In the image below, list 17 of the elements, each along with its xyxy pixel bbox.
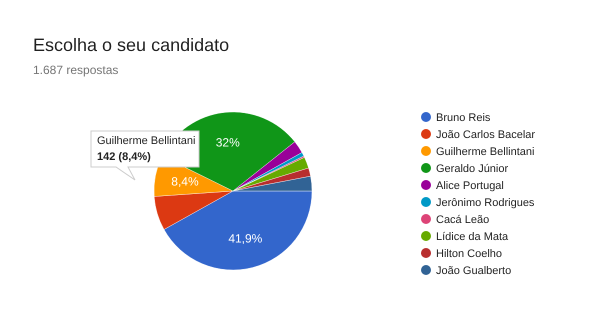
chart-title: Escolha o seu candidato — [33, 35, 230, 55]
legend-label: Alice Portugal — [436, 180, 504, 192]
legend-label: Lídice da Mata — [436, 230, 510, 243]
legend-label: Jerônimo Rodrigues — [436, 196, 535, 209]
legend-label: João Carlos Bacelar — [436, 128, 536, 141]
chart-subtitle: 1.687 respostas — [33, 63, 118, 77]
legend-label: Hilton Coelho — [436, 248, 502, 260]
data-label: 8,4% — [171, 174, 199, 189]
text: 142 (8,4%) — [97, 151, 152, 163]
legend-label: Guilherme Bellintani — [436, 146, 534, 158]
legend-label: João Gualberto — [436, 264, 512, 277]
text: Guilherme Bellintani — [97, 135, 196, 147]
data-label: 41,9% — [228, 232, 263, 246]
legend-label: Cacá Leão — [436, 214, 490, 226]
legend-label: Geraldo Júnior — [436, 162, 508, 175]
data-label: 32% — [216, 136, 240, 150]
legend-label: Bruno Reis — [436, 112, 491, 124]
